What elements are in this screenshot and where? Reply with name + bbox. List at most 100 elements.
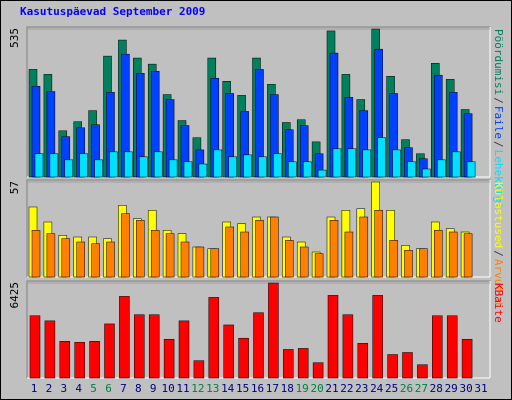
x-tick-label: 10 (161, 382, 174, 395)
legend: KBaite (492, 283, 505, 323)
x-tick-label: 20 (310, 382, 323, 395)
bar (193, 360, 205, 379)
x-tick-label: 4 (75, 382, 82, 395)
bar (61, 238, 71, 278)
bar (268, 282, 279, 379)
x-tick-label: 26 (400, 382, 413, 395)
legend: Külastused / Arvutid (492, 182, 505, 305)
bar (417, 364, 428, 379)
bar (372, 295, 383, 379)
bar (136, 220, 145, 278)
legend-entry: Lehekülgi (492, 150, 505, 210)
x-tick-label: 24 (370, 382, 384, 395)
legend-entry: Faile (492, 106, 505, 139)
x-tick-label: 25 (385, 382, 398, 395)
bar (283, 349, 294, 379)
bar (46, 233, 56, 278)
bar (91, 243, 100, 278)
bar (119, 296, 130, 379)
x-tick-label: 17 (266, 382, 279, 395)
x-tick-label: 1 (31, 382, 38, 395)
bar (34, 153, 44, 178)
bar (362, 149, 372, 178)
bar (238, 337, 249, 379)
y-tick-label: 6425 (8, 282, 21, 309)
x-tick-label: 30 (459, 382, 472, 395)
bar (178, 320, 190, 379)
bar (153, 151, 163, 178)
x-tick-label: 13 (206, 382, 219, 395)
x-tick-label: 16 (251, 382, 264, 395)
x-tick-label: 9 (150, 382, 157, 395)
bar (344, 231, 354, 278)
x-tick-label: 23 (355, 382, 368, 395)
bar (434, 230, 443, 278)
legend-entry: KBaite (492, 283, 505, 323)
bar (104, 323, 115, 379)
bar (327, 295, 339, 379)
bar (446, 315, 458, 379)
bar (223, 324, 234, 379)
bar (297, 348, 309, 379)
bar (134, 314, 145, 379)
bar (422, 168, 431, 178)
bar (243, 154, 252, 178)
bar (432, 315, 443, 379)
x-tick-label: 19 (296, 382, 309, 395)
bar (165, 233, 175, 278)
bar (255, 220, 264, 278)
x-tick-label: 7 (120, 382, 127, 395)
x-tick-label: 2 (46, 382, 53, 395)
bar (402, 352, 413, 379)
bar (94, 159, 103, 178)
bar (407, 161, 416, 178)
x-tick-label: 14 (221, 382, 235, 395)
bar (139, 156, 148, 178)
x-tick-label: 29 (445, 382, 458, 395)
bar (299, 246, 309, 278)
bar (208, 297, 220, 379)
x-tick-label: 22 (340, 382, 353, 395)
x-tick-label: 6 (105, 382, 112, 395)
bar (448, 231, 458, 278)
bar (210, 248, 220, 278)
bar (332, 148, 342, 178)
bar (148, 314, 160, 379)
x-tick-label: 11 (176, 382, 189, 395)
bar (312, 362, 324, 379)
bar (359, 216, 369, 278)
x-tick-label: 8 (135, 382, 142, 395)
bar (198, 163, 208, 178)
legend: Pöördumisi / Faile / Lehekülgi (492, 29, 505, 209)
bar (404, 250, 413, 278)
bar (163, 338, 175, 379)
bar (64, 159, 74, 178)
bar (451, 151, 461, 178)
bar (29, 315, 41, 379)
bar (31, 230, 41, 278)
legend-separator: / (492, 141, 505, 148)
bar (419, 248, 428, 278)
bar (74, 342, 85, 379)
bar (392, 149, 401, 178)
bar (195, 246, 205, 278)
bar (183, 161, 193, 178)
bar (106, 241, 115, 278)
bar (329, 220, 339, 278)
bar (253, 312, 264, 379)
x-tick-label: 28 (430, 382, 443, 395)
x-tick-label: 21 (325, 382, 338, 395)
bar (124, 151, 133, 178)
bar (357, 343, 369, 379)
bar (437, 159, 446, 178)
bar (387, 354, 398, 379)
bar (342, 314, 354, 379)
x-tick-label: 31 (474, 382, 487, 395)
bar (240, 231, 249, 278)
x-tick-label: 18 (281, 382, 294, 395)
bar (59, 341, 71, 379)
x-tick-label: 3 (60, 382, 67, 395)
legend-entry: Pöördumisi (492, 29, 505, 95)
bar (377, 137, 386, 178)
